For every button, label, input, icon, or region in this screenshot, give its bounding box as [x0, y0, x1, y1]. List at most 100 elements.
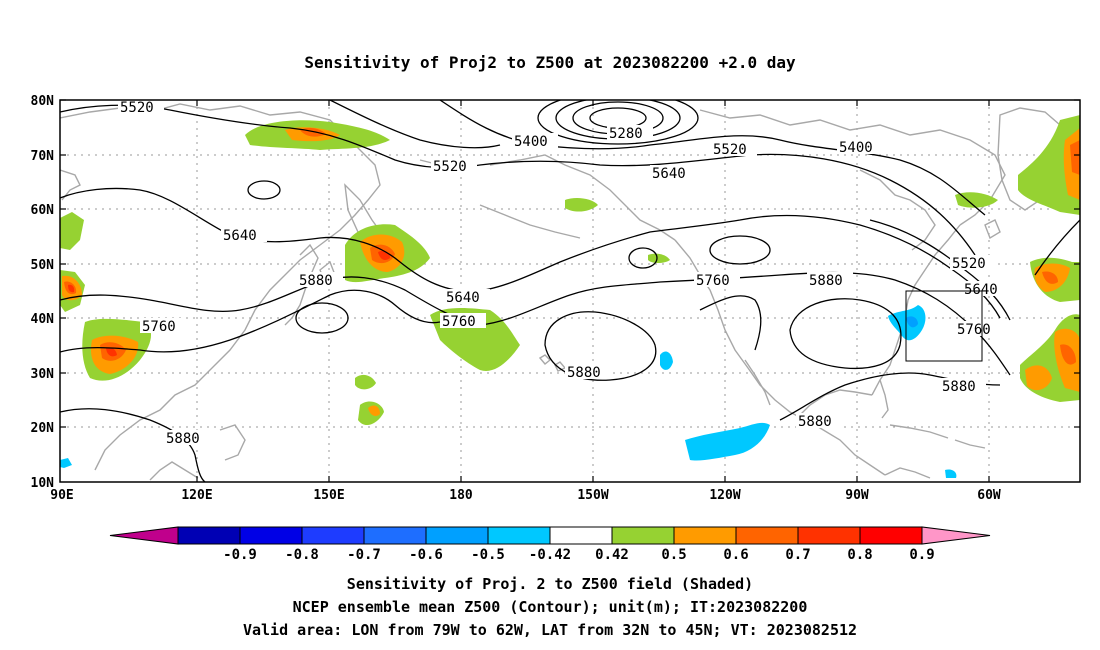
colorbar-min-triangle	[109, 526, 179, 545]
colorbar-tick-label: 0.42	[595, 547, 629, 563]
colorbar-box	[549, 526, 613, 545]
lon-label: 90E	[50, 488, 73, 503]
colorbar-tick-label: -0.6	[409, 547, 443, 563]
lon-label: 90W	[845, 488, 869, 503]
colorbar-tick-label: 0.7	[785, 547, 810, 563]
contour-label: 5640	[221, 227, 267, 244]
svg-text:5400: 5400	[839, 140, 873, 156]
contour-label: 5760	[440, 313, 486, 330]
contour-label: 5520	[118, 100, 164, 116]
valid-area-box	[905, 290, 983, 362]
colorbar-box	[301, 526, 365, 545]
contour-labels: 5520 5400 5280 5520 5400 5520 5640 5640 …	[118, 100, 1008, 447]
lat-label: 60N	[31, 203, 55, 218]
colorbar-tick-label: -0.7	[347, 547, 381, 563]
svg-text:5880: 5880	[942, 379, 976, 395]
lat-label: 40N	[31, 312, 55, 327]
svg-text:5400: 5400	[514, 134, 548, 150]
svg-text:5520: 5520	[433, 159, 467, 175]
contour-label: 5760	[140, 318, 186, 335]
svg-text:5880: 5880	[166, 431, 200, 447]
svg-text:5760: 5760	[957, 322, 991, 338]
svg-text:5520: 5520	[120, 100, 154, 116]
map-frame	[59, 99, 1081, 483]
colorbar-box	[425, 526, 489, 545]
lon-label: 180	[449, 488, 473, 503]
lat-label: 10N	[31, 476, 55, 491]
colorbar-box	[735, 526, 799, 545]
lon-label: 150E	[313, 488, 344, 503]
svg-text:5520: 5520	[713, 142, 747, 158]
colorbar-box	[363, 526, 427, 545]
contour-label: 5760	[694, 272, 740, 289]
lon-label: 120E	[181, 488, 212, 503]
lat-label: 50N	[31, 258, 55, 273]
footer-line-contour: NCEP ensemble mean Z500 (Contour); unit(…	[293, 598, 808, 616]
colorbar-tick-label: -0.9	[223, 547, 257, 563]
contour-label: 5520	[431, 158, 477, 175]
colorbar-tick-label: -0.42	[529, 547, 571, 563]
footer: Sensitivity of Proj. 2 to Z500 field (Sh…	[243, 575, 857, 639]
colorbar-box	[859, 526, 923, 545]
latitude-labels: 80N 70N 60N 50N 40N 30N 20N 10N	[31, 94, 55, 491]
lon-label: 150W	[577, 488, 608, 503]
map-panel: 5520 5400 5280 5520 5400 5520 5640 5640 …	[59, 99, 1081, 483]
contour-label: 5760	[955, 321, 1001, 338]
lon-label: 120W	[709, 488, 740, 503]
lat-label: 30N	[31, 367, 55, 382]
colorbar-tick-label: -0.5	[471, 547, 505, 563]
colorbar-tick-label: -0.8	[285, 547, 319, 563]
contour-label: 5880	[297, 272, 343, 289]
svg-text:5640: 5640	[964, 282, 998, 298]
svg-text:5880: 5880	[299, 273, 333, 289]
svg-text:5880: 5880	[798, 414, 832, 430]
contour-label: 5880	[940, 378, 986, 395]
longitude-labels: 90E 120E 150E 180 150W 120W 90W 60W	[50, 488, 1001, 503]
svg-text:5760: 5760	[142, 319, 176, 335]
lat-label: 80N	[31, 94, 55, 109]
svg-text:5640: 5640	[652, 166, 686, 182]
svg-text:5520: 5520	[952, 256, 986, 272]
colorbar-box	[239, 526, 303, 545]
z500-contours	[60, 100, 1080, 482]
colorbar-tick-label: 0.9	[909, 547, 934, 563]
contour-label: 5880	[796, 413, 842, 430]
colorbar-box	[611, 526, 675, 545]
colorbar-box	[797, 526, 861, 545]
lat-label: 20N	[31, 421, 55, 436]
contour-label: 5520	[950, 255, 996, 272]
axis-ticks	[60, 99, 1080, 482]
footer-line-valid-area: Valid area: LON from 79W to 62W, LAT fro…	[243, 621, 857, 639]
colorbar: -0.9 -0.8 -0.7 -0.6 -0.5 -0.42 0.42 0.5 0.6 0.7 0.…	[109, 526, 991, 563]
svg-text:5640: 5640	[446, 290, 480, 306]
svg-text:5280: 5280	[609, 126, 643, 142]
sensitivity-shading	[60, 115, 1080, 478]
contour-label: 5880	[807, 272, 853, 289]
colorbar-tick-label: 0.8	[847, 547, 872, 563]
contour-label: 5400	[837, 139, 883, 156]
colorbar-max-triangle	[921, 526, 991, 545]
contour-label: 5880	[565, 364, 611, 381]
colorbar-tick-label: 0.6	[723, 547, 748, 563]
svg-text:5640: 5640	[223, 228, 257, 244]
contour-label: 5280	[607, 125, 653, 142]
contour-label: 5880	[164, 430, 210, 447]
lat-label: 70N	[31, 149, 55, 164]
svg-text:5880: 5880	[567, 365, 601, 381]
contour-label: 5400	[512, 133, 558, 150]
contour-label: 5640	[444, 289, 490, 306]
svg-text:5760: 5760	[442, 314, 476, 330]
colorbar-box	[673, 526, 737, 545]
footer-line-shading: Sensitivity of Proj. 2 to Z500 field (Sh…	[347, 575, 753, 593]
contour-label: 5640	[962, 281, 1008, 298]
svg-text:5760: 5760	[696, 273, 730, 289]
svg-text:5880: 5880	[809, 273, 843, 289]
colorbar-box	[487, 526, 551, 545]
contour-label: 5640	[650, 165, 696, 182]
colorbar-box	[177, 526, 241, 545]
contour-label: 5520	[711, 141, 757, 158]
figure-title: Sensitivity of Proj2 to Z500 at 20230822…	[304, 53, 796, 72]
coastlines	[60, 103, 1071, 481]
colorbar-tick-label: 0.5	[661, 547, 686, 563]
